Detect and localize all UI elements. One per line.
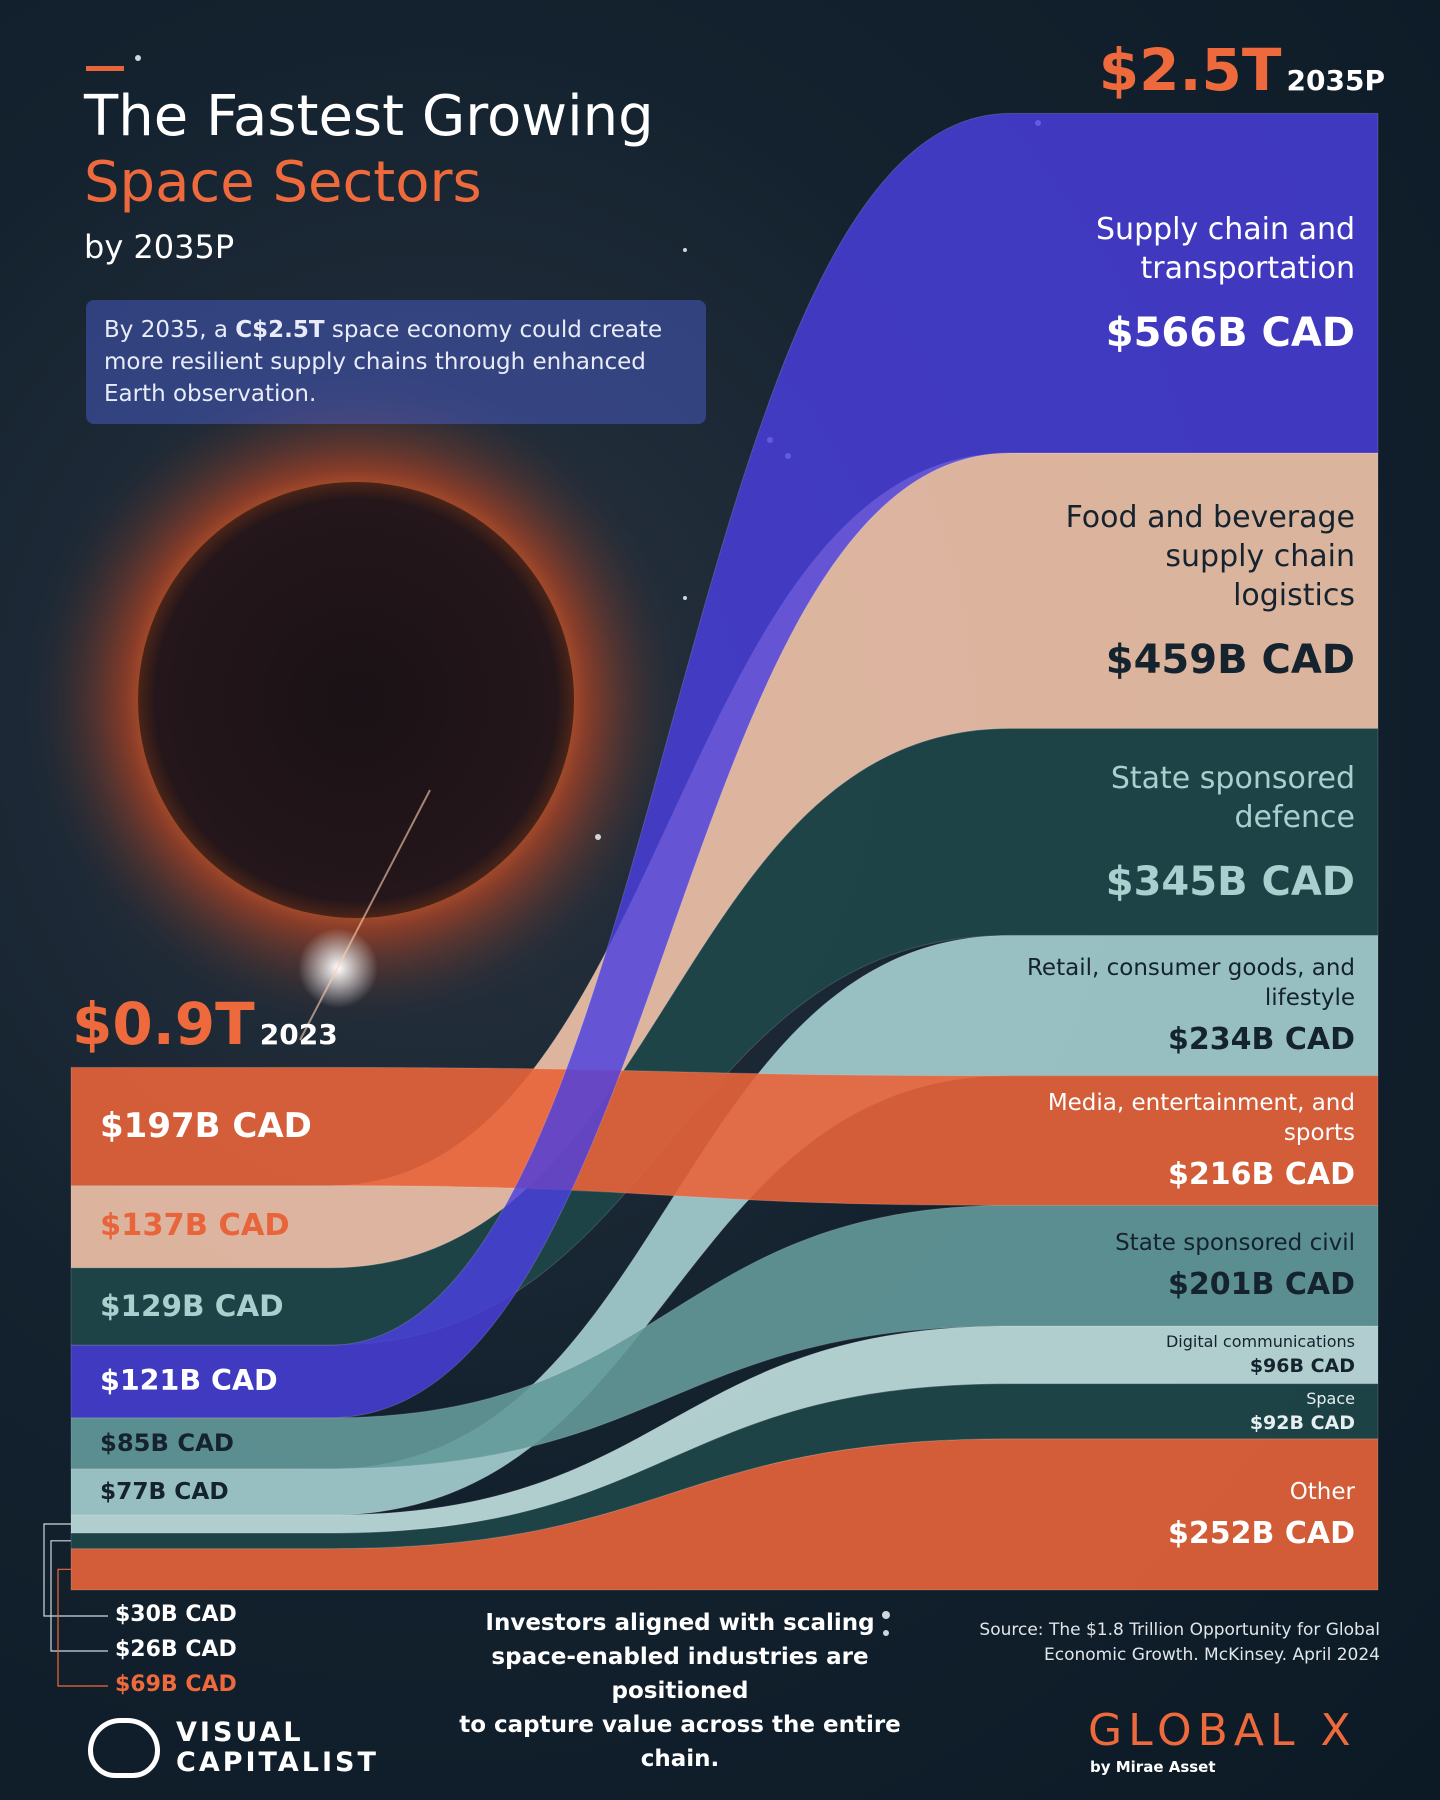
sponsor-logo: GLOBAL X [1088,1705,1357,1756]
intro-text: By 2035, a [104,317,236,343]
total-value: $2.5T [1098,36,1282,104]
left-value-label: $129B CAD [100,1288,284,1323]
intro-highlight: C$2.5T [235,317,325,343]
left-value-label: $30B CAD [115,1602,237,1627]
right-label: Digital communications $96B CAD [895,1326,1355,1384]
eclipse-moon [138,482,574,918]
right-value-label: $92B CAD [1249,1411,1355,1434]
right-label: State sponsored civil $201B CAD [895,1205,1355,1326]
sector-name: Other [1289,1478,1355,1505]
sector-name: Food and beverage supply chain logistics [1065,500,1355,614]
leader-line [57,1568,108,1687]
right-label: Food and beverage supply chain logistics… [895,453,1355,728]
left-value-label: $26B CAD [115,1637,237,1662]
left-value-label: $197B CAD [100,1106,312,1147]
sector-name: Digital communications [1165,1332,1355,1352]
right-label: Supply chain and transportation $566B CAD [895,113,1355,453]
source-line: Economic Growth. McKinsey. April 2024 [1044,1645,1380,1665]
left-value-label: $69B CAD [115,1672,237,1697]
left-value-label: $137B CAD [100,1208,290,1244]
intro-text: space economy could create more resilien… [104,317,663,407]
right-value-label: $96B CAD [1249,1355,1355,1378]
total-end: $2.5T 2035P [1099,36,1385,104]
intro-box: By 2035, a C$2.5T space economy could cr… [86,300,706,424]
right-label: Media, entertainment, and sports $216B CA… [895,1076,1355,1206]
right-value-label: $459B CAD [1105,637,1355,684]
logo-text: CAPITALIST [176,1747,379,1778]
title: The Fastest Growing [84,84,654,149]
logo-text: VISUAL [176,1717,304,1748]
right-value-label: $201B CAD [1168,1267,1355,1303]
sector-name: State sponsored defence [1110,760,1355,835]
right-value-label: $566B CAD [1105,310,1355,357]
source-line: Source: The $1.8 Trillion Opportunity fo… [979,1620,1380,1640]
flow-band [70,1325,1379,1534]
source: Source: The $1.8 Trillion Opportunity fo… [979,1618,1380,1668]
note-line: Investors aligned with scaling [485,1610,875,1636]
right-value-label: $216B CAD [1168,1157,1355,1192]
right-label: Other $252B CAD [895,1439,1355,1590]
flare-ray [299,789,431,1041]
note-line: space-enabled industries are positioned [491,1644,869,1704]
left-value-label: $121B CAD [100,1364,278,1398]
total-value: $0.9T [72,990,255,1058]
right-value-label: $234B CAD [1168,1021,1355,1057]
right-value-label: $252B CAD [1168,1515,1355,1551]
flow-band [70,1204,1379,1470]
left-value-label: $85B CAD [100,1428,234,1457]
total-year: 2035P [1286,64,1385,97]
right-value-label: $345B CAD [1105,858,1355,905]
leader-line [50,1540,108,1652]
title-dash [86,66,124,71]
title-accent: Space Sectors [84,150,482,215]
total-start: $0.9T 2023 [72,990,338,1058]
leader-line [43,1523,108,1617]
subtitle: by 2035P [84,228,235,266]
sector-name: Supply chain and transportation [1096,212,1355,287]
note: Investors aligned with scaling space-ena… [420,1606,940,1776]
flow-band [70,112,1379,1419]
sector-name: Media, entertainment, and sports [1047,1090,1355,1147]
total-year: 2023 [259,1018,338,1051]
right-label: Space $92B CAD [895,1384,1355,1439]
sector-name: Retail, consumer goods, and lifestyle [1026,955,1355,1012]
sponsor-tagline: by Mirae Asset [1090,1758,1216,1776]
sector-name: Space [1306,1388,1355,1408]
sector-name: State sponsored civil [1115,1230,1355,1257]
right-label: State sponsored defence $345B CAD [895,728,1355,935]
logo-left: VISUAL CAPITALIST [176,1718,379,1778]
right-label: Retail, consumer goods, and lifestyle $23… [895,935,1355,1075]
logo-mark [88,1718,160,1778]
note-line: to capture value across the entire chain… [459,1712,901,1772]
left-value-label: $77B CAD [100,1477,229,1505]
